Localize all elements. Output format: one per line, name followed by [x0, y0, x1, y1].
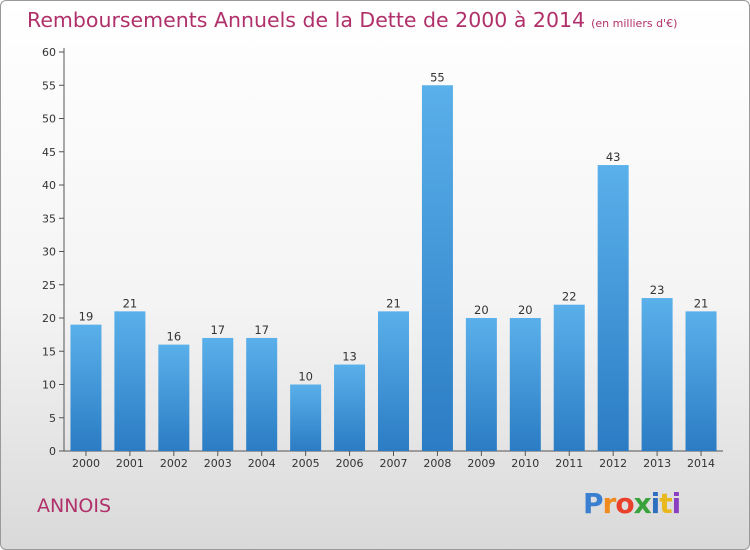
- x-tick-label: 2007: [380, 457, 408, 470]
- chart-unit: (en milliers d'€): [591, 17, 678, 30]
- bar: [290, 384, 322, 451]
- x-tick-label: 2014: [687, 457, 715, 470]
- logo-letter: t: [659, 487, 672, 520]
- bar-value-label: 17: [254, 323, 269, 337]
- bar: [158, 344, 190, 451]
- bar-value-label: 21: [386, 296, 401, 310]
- y-tick-label: 55: [42, 79, 56, 92]
- x-tick-label: 2005: [292, 457, 320, 470]
- bar-value-label: 16: [167, 330, 182, 344]
- bar: [685, 311, 717, 451]
- bar: [553, 304, 585, 451]
- x-tick-label: 2009: [467, 457, 495, 470]
- y-tick-label: 0: [49, 445, 56, 458]
- bar-value-label: 43: [606, 150, 621, 164]
- x-tick-label: 2011: [555, 457, 583, 470]
- y-tick-label: 40: [42, 179, 56, 192]
- bar-value-label: 23: [650, 283, 665, 297]
- bar-value-label: 21: [123, 296, 138, 310]
- x-tick-label: 2010: [511, 457, 539, 470]
- y-tick-label: 35: [42, 212, 56, 225]
- bar: [334, 364, 366, 451]
- logo-letter: P: [583, 487, 604, 520]
- bar: [114, 311, 146, 451]
- x-tick-label: 2008: [423, 457, 451, 470]
- bar-value-label: 10: [298, 370, 313, 384]
- bar-value-label: 19: [79, 310, 94, 324]
- x-tick-label: 2004: [248, 457, 276, 470]
- x-tick-label: 2013: [643, 457, 671, 470]
- bar-value-label: 20: [474, 303, 489, 317]
- bar: [202, 337, 234, 451]
- chart-title-text: Remboursements Annuels de la Dette de 20…: [27, 8, 586, 32]
- y-tick-label: 25: [42, 279, 56, 292]
- logo-letter: i: [671, 487, 682, 520]
- logo-letter: i: [650, 487, 661, 520]
- x-tick-label: 2006: [336, 457, 364, 470]
- y-tick-label: 30: [42, 246, 56, 259]
- bar: [509, 318, 541, 451]
- y-tick-label: 60: [42, 46, 56, 59]
- y-tick-label: 5: [49, 412, 56, 425]
- y-tick-label: 20: [42, 312, 56, 325]
- x-tick-label: 2012: [599, 457, 627, 470]
- y-tick-label: 45: [42, 146, 56, 159]
- y-tick-label: 15: [42, 345, 56, 358]
- x-tick-label: 2003: [204, 457, 232, 470]
- bar-value-label: 55: [430, 70, 445, 84]
- logo-letter: o: [615, 487, 634, 520]
- proxiti-logo[interactable]: Proxiti: [583, 487, 682, 520]
- logo-letter: r: [602, 487, 617, 520]
- logo-letter: x: [633, 487, 652, 520]
- bar: [70, 324, 102, 451]
- x-tick-label: 2001: [116, 457, 144, 470]
- bar: [597, 165, 629, 452]
- bar-value-label: 17: [210, 323, 225, 337]
- x-tick-label: 2002: [160, 457, 188, 470]
- bar: [378, 311, 409, 451]
- bar: [246, 337, 278, 451]
- bar-value-label: 22: [562, 290, 577, 304]
- bar: [421, 85, 453, 451]
- bar: [465, 318, 497, 451]
- y-tick-label: 50: [42, 113, 56, 126]
- bar-value-label: 20: [518, 303, 533, 317]
- commune-name: ANNOIS: [37, 495, 112, 517]
- bar-value-label: 21: [694, 296, 709, 310]
- x-tick-label: 2000: [72, 457, 100, 470]
- bar-value-label: 13: [342, 350, 357, 364]
- bar: [641, 298, 673, 451]
- chart-title: Remboursements Annuels de la Dette de 20…: [27, 8, 677, 32]
- y-tick-label: 10: [42, 379, 56, 392]
